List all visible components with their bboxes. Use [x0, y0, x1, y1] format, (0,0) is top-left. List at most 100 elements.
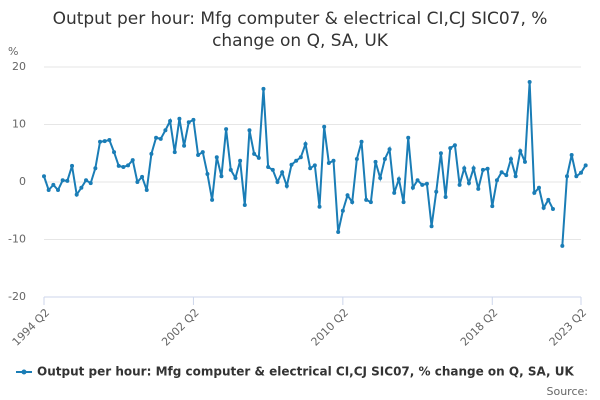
- point: [392, 190, 397, 195]
- point: [490, 204, 495, 209]
- point: [508, 157, 513, 161]
- point: [513, 174, 518, 179]
- point: [275, 180, 280, 184]
- y-tick-label: 10: [12, 118, 26, 131]
- point: [70, 163, 75, 168]
- point: [326, 161, 331, 166]
- point: [448, 146, 453, 151]
- point: [158, 136, 163, 141]
- point: [336, 230, 341, 235]
- point: [536, 185, 541, 190]
- point: [270, 167, 275, 172]
- point: [112, 150, 117, 155]
- x-tick-label: 1994 Q2: [10, 306, 53, 349]
- point: [462, 166, 467, 171]
- point: [471, 166, 476, 171]
- x-tick-label: 2002 Q2: [159, 306, 202, 349]
- point: [107, 138, 112, 143]
- point: [219, 174, 224, 179]
- point: [126, 163, 131, 168]
- point: [569, 152, 574, 157]
- point: [480, 167, 485, 172]
- point: [466, 181, 471, 186]
- point: [261, 86, 266, 91]
- point: [373, 159, 378, 164]
- x-tick-label: 2023 Q2: [547, 306, 590, 349]
- point: [84, 178, 89, 183]
- point: [452, 143, 457, 148]
- y-axis-label: %: [8, 45, 18, 58]
- point: [364, 197, 369, 202]
- point: [205, 171, 210, 176]
- point: [210, 197, 215, 202]
- point: [284, 184, 289, 189]
- x-tick-label: 2018 Q2: [458, 306, 501, 349]
- point: [163, 128, 168, 133]
- point: [135, 180, 140, 184]
- point: [74, 192, 79, 197]
- point: [424, 181, 429, 186]
- point: [233, 175, 238, 180]
- chart-title: Output per hour: Mfg computer & electric…: [52, 9, 548, 51]
- point: [406, 135, 411, 140]
- point: [303, 142, 308, 147]
- point: [224, 127, 229, 132]
- point: [522, 159, 527, 164]
- point: [144, 188, 149, 193]
- point: [457, 182, 462, 187]
- point: [579, 170, 583, 175]
- point: [387, 147, 392, 152]
- point: [564, 174, 569, 179]
- point: [504, 173, 509, 178]
- point: [312, 163, 317, 168]
- point: [200, 150, 205, 155]
- source: Source:: [547, 385, 589, 398]
- point: [168, 119, 173, 124]
- point: [322, 124, 327, 129]
- point: [518, 148, 523, 153]
- point: [350, 200, 355, 205]
- point: [42, 174, 46, 179]
- point: [140, 174, 145, 179]
- point: [527, 79, 532, 84]
- point: [289, 162, 294, 167]
- point: [546, 197, 551, 202]
- point: [121, 165, 126, 170]
- point: [499, 170, 504, 175]
- point: [583, 163, 588, 168]
- point: [298, 155, 303, 160]
- point: [359, 139, 364, 144]
- point: [368, 200, 373, 205]
- point: [60, 178, 65, 183]
- point: [443, 194, 448, 199]
- point: [247, 128, 252, 133]
- point: [191, 117, 196, 122]
- point: [340, 208, 345, 213]
- legend-marker: [21, 369, 27, 375]
- legend-label: Output per hour: Mfg computer & electric…: [37, 365, 574, 379]
- point: [382, 157, 387, 161]
- point: [256, 155, 261, 160]
- point: [102, 139, 107, 144]
- point: [434, 189, 439, 194]
- point: [242, 203, 247, 207]
- point: [98, 139, 103, 144]
- point: [88, 181, 93, 186]
- point: [560, 243, 565, 248]
- point: [56, 188, 61, 193]
- point: [532, 190, 537, 195]
- point: [177, 116, 182, 121]
- y-tick-label: 20: [12, 60, 26, 73]
- y-tick-label: 0: [19, 175, 26, 188]
- y-tick-label: -10: [8, 233, 26, 246]
- point: [186, 120, 191, 125]
- point: [345, 193, 350, 198]
- point: [196, 152, 201, 157]
- point: [401, 200, 406, 205]
- point: [354, 157, 359, 161]
- point: [420, 182, 425, 187]
- point: [65, 178, 70, 183]
- point: [182, 143, 187, 148]
